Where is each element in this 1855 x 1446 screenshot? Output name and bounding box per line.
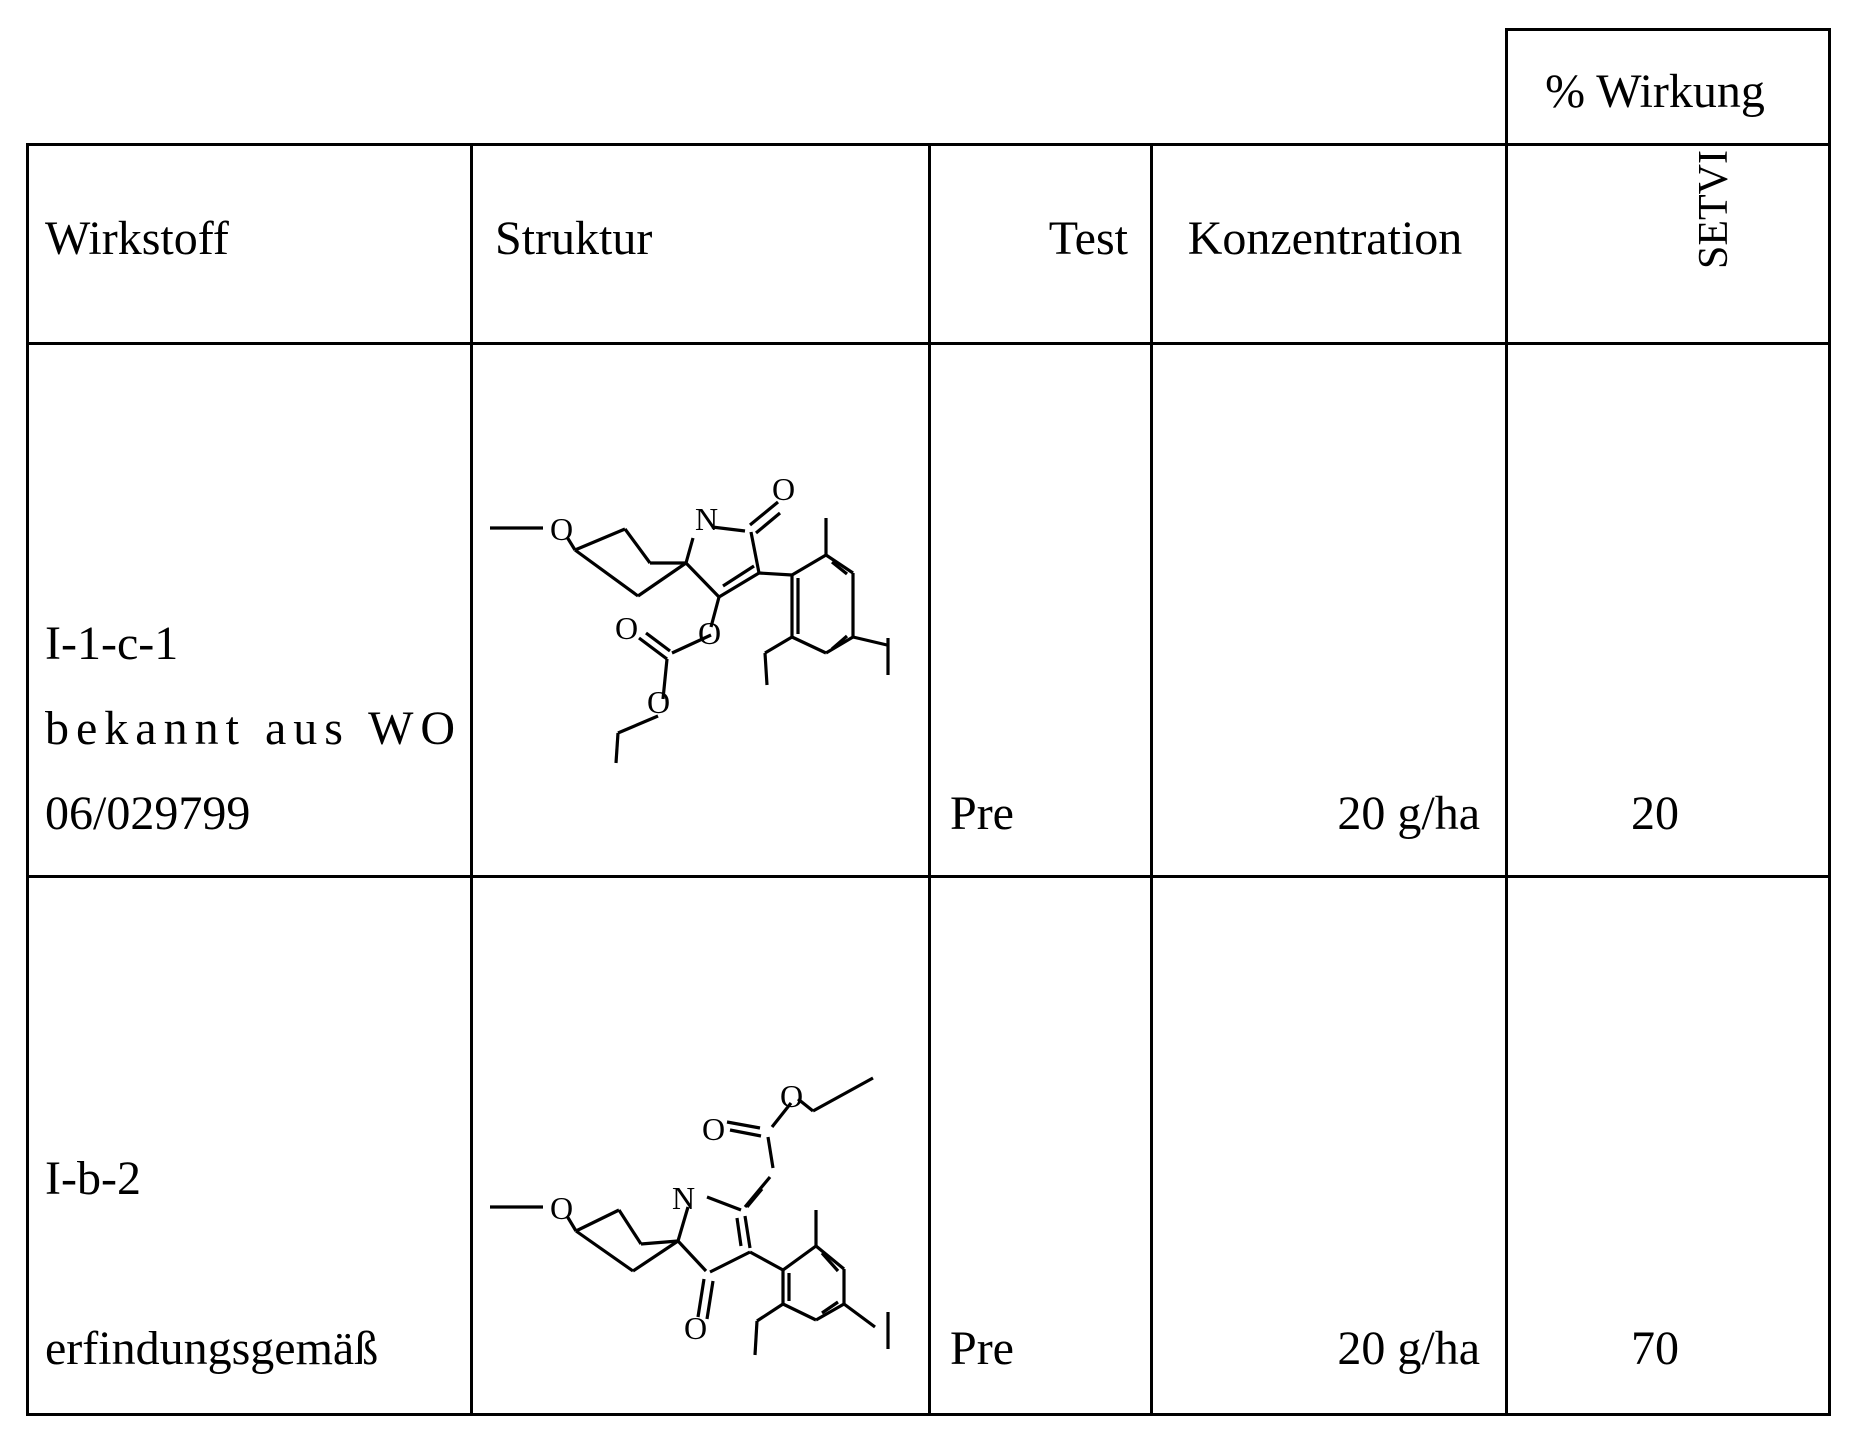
svg-text:O: O: [647, 684, 670, 720]
svg-text:N: N: [695, 501, 718, 537]
svg-text:O: O: [698, 615, 721, 651]
svg-text:O: O: [550, 1190, 573, 1226]
svg-text:O: O: [550, 511, 573, 547]
svg-text:N: N: [672, 1180, 695, 1216]
svg-text:O: O: [772, 471, 795, 507]
svg-text:O: O: [615, 610, 638, 646]
svg-text:O: O: [780, 1078, 803, 1114]
svg-text:O: O: [684, 1310, 707, 1346]
svg-text:O: O: [702, 1111, 725, 1147]
